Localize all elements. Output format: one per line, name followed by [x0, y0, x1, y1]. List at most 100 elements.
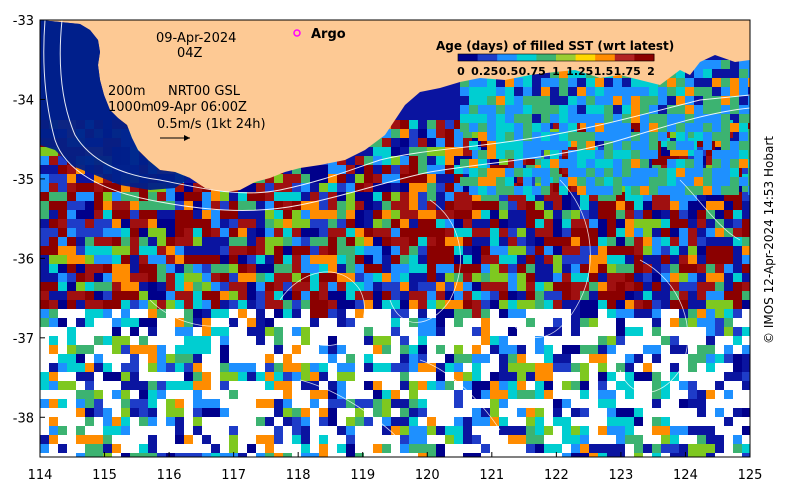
sst-pixel — [706, 156, 715, 165]
sst-pixel — [454, 255, 463, 264]
sst-pixel — [58, 264, 67, 273]
sst-pixel — [514, 96, 523, 105]
sst-pixel — [85, 408, 94, 417]
sst-pixel — [220, 426, 229, 435]
sst-pixel — [292, 354, 301, 363]
colorbar-swatch — [556, 54, 577, 61]
sst-pixel — [310, 282, 319, 291]
sst-pixel — [667, 159, 676, 168]
sst-pixel — [157, 309, 166, 318]
sst-pixel — [688, 282, 697, 291]
sst-pixel — [427, 255, 436, 264]
sst-pixel — [121, 417, 130, 426]
sst-pixel — [469, 87, 478, 96]
sst-pixel — [184, 435, 193, 444]
colorbar-swatch — [614, 54, 635, 61]
sst-pixel — [355, 264, 364, 273]
sst-pixel — [436, 210, 445, 219]
sst-pixel — [382, 417, 391, 426]
sst-pixel — [724, 264, 733, 273]
sst-pixel — [616, 408, 625, 417]
sst-pixel — [505, 87, 514, 96]
sst-pixel — [193, 426, 202, 435]
sst-pixel — [652, 435, 661, 444]
sst-pixel — [643, 291, 652, 300]
sst-pixel — [667, 123, 676, 132]
sst-pixel — [598, 435, 607, 444]
sst-pixel — [220, 453, 229, 457]
sst-pixel — [373, 354, 382, 363]
sst-pixel — [604, 186, 613, 195]
sst-pixel — [478, 159, 487, 168]
sst-pixel — [496, 177, 505, 186]
sst-pixel — [478, 105, 487, 114]
sst-pixel — [184, 381, 193, 390]
sst-pixel — [577, 114, 586, 123]
sst-pixel — [319, 381, 328, 390]
sst-pixel — [562, 327, 571, 336]
sst-pixel — [487, 105, 496, 114]
sst-pixel — [517, 246, 526, 255]
sst-pixel — [463, 237, 472, 246]
sst-pixel — [505, 141, 514, 150]
sst-pixel — [544, 336, 553, 345]
sst-pixel — [58, 237, 67, 246]
sst-pixel — [355, 156, 364, 165]
sst-pixel — [595, 177, 604, 186]
sst-pixel — [364, 147, 373, 156]
sst-pixel — [487, 168, 496, 177]
sst-pixel — [400, 273, 409, 282]
sst-pixel — [721, 177, 730, 186]
sst-pixel — [661, 390, 670, 399]
sst-pixel — [661, 219, 670, 228]
sst-pixel — [607, 363, 616, 372]
sst-pixel — [175, 381, 184, 390]
sst-pixel — [94, 354, 103, 363]
sst-pixel — [427, 156, 436, 165]
sst-pixel — [688, 309, 697, 318]
sst-pixel — [67, 282, 76, 291]
sst-pixel — [598, 417, 607, 426]
sst-pixel — [409, 426, 418, 435]
sst-pixel — [355, 327, 364, 336]
sst-pixel — [586, 141, 595, 150]
sst-pixel — [526, 255, 535, 264]
colorbar-swatch — [497, 54, 518, 61]
sst-pixel — [346, 417, 355, 426]
sst-pixel — [631, 105, 640, 114]
sst-pixel — [220, 291, 229, 300]
sst-pixel — [577, 141, 586, 150]
sst-pixel — [703, 186, 712, 195]
sst-pixel — [469, 177, 478, 186]
sst-pixel — [409, 309, 418, 318]
sst-pixel — [559, 105, 568, 114]
sst-pixel — [724, 345, 733, 354]
sst-pixel — [202, 192, 211, 201]
sst-pixel — [94, 300, 103, 309]
sst-pixel — [688, 417, 697, 426]
sst-pixel — [256, 408, 265, 417]
sst-pixel — [544, 381, 553, 390]
sst-pixel — [616, 354, 625, 363]
sst-pixel — [550, 105, 559, 114]
sst-pixel — [607, 255, 616, 264]
sst-pixel — [346, 201, 355, 210]
sst-pixel — [454, 174, 463, 183]
sst-pixel — [292, 165, 301, 174]
sst-pixel — [481, 138, 490, 147]
sst-pixel — [496, 150, 505, 159]
sst-pixel — [238, 327, 247, 336]
sst-pixel — [400, 282, 409, 291]
sst-pixel — [481, 246, 490, 255]
sst-pixel — [373, 147, 382, 156]
sst-pixel — [472, 210, 481, 219]
sst-pixel — [49, 345, 58, 354]
sst-pixel — [301, 363, 310, 372]
sst-pixel — [571, 453, 580, 457]
sst-pixel — [553, 300, 562, 309]
sst-pixel — [283, 282, 292, 291]
sst-pixel — [523, 141, 532, 150]
sst-pixel — [481, 210, 490, 219]
sst-pixel — [112, 381, 121, 390]
sst-pixel — [445, 390, 454, 399]
